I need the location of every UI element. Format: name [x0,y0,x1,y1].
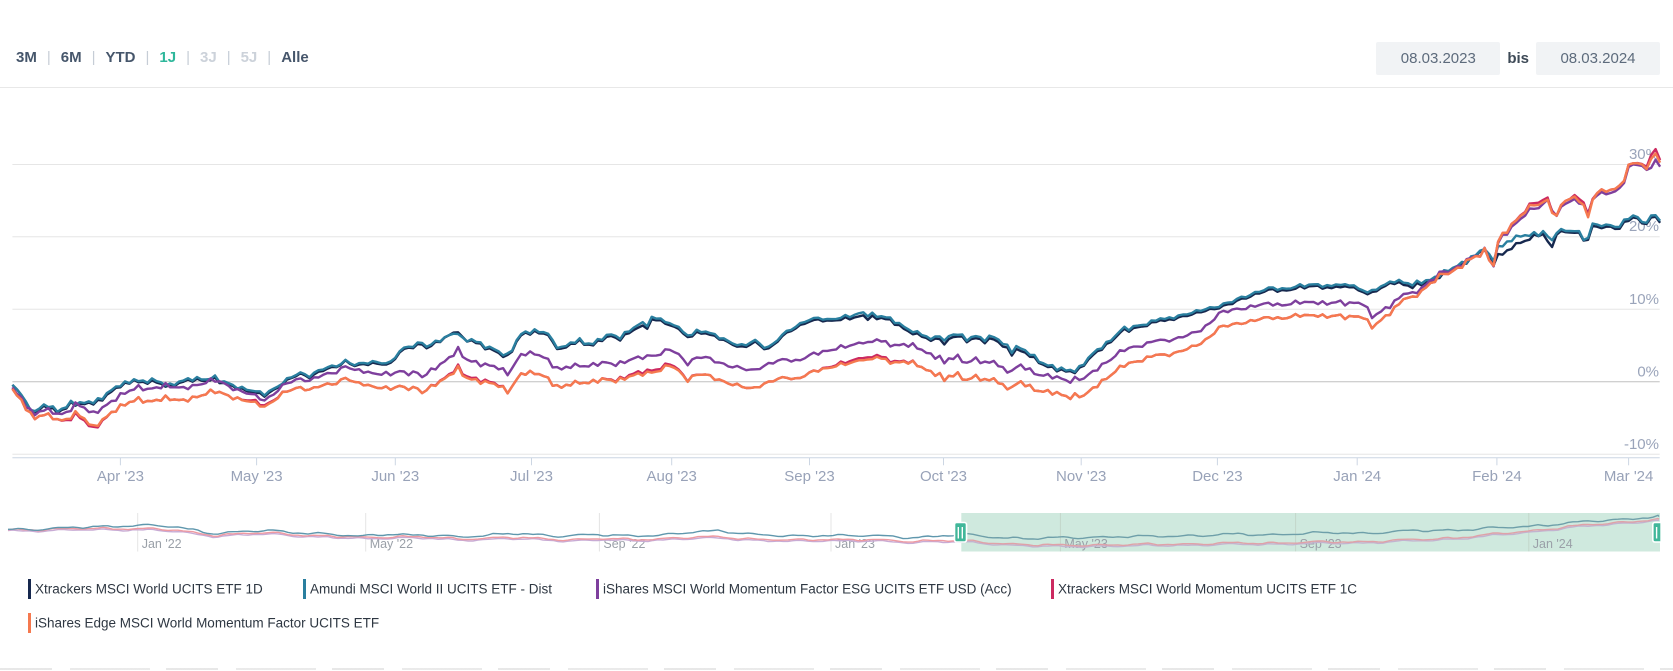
svg-text:Sep '23: Sep '23 [1300,537,1342,551]
svg-text:Jan '24: Jan '24 [1333,468,1381,485]
svg-text:Jul '23: Jul '23 [510,468,553,485]
svg-text:Aug '23: Aug '23 [646,468,696,485]
svg-text:Feb '24: Feb '24 [1472,468,1522,485]
svg-text:May '23: May '23 [231,468,283,485]
svg-text:Mar '24: Mar '24 [1604,468,1654,485]
svg-text:Jan '24: Jan '24 [1533,537,1573,551]
svg-text:10%: 10% [1629,291,1659,308]
svg-text:Dec '23: Dec '23 [1192,468,1242,485]
svg-text:Sep '23: Sep '23 [784,468,834,485]
svg-text:Jan '22: Jan '22 [142,537,182,551]
svg-text:Jun '23: Jun '23 [371,468,419,485]
svg-text:Oct '23: Oct '23 [920,468,967,485]
svg-text:0%: 0% [1637,363,1659,380]
svg-text:-10%: -10% [1624,436,1659,453]
svg-text:Nov '23: Nov '23 [1056,468,1106,485]
svg-text:20%: 20% [1629,218,1659,235]
svg-text:May '22: May '22 [370,537,413,551]
svg-text:Apr '23: Apr '23 [97,468,144,485]
svg-text:May '23: May '23 [1064,537,1107,551]
